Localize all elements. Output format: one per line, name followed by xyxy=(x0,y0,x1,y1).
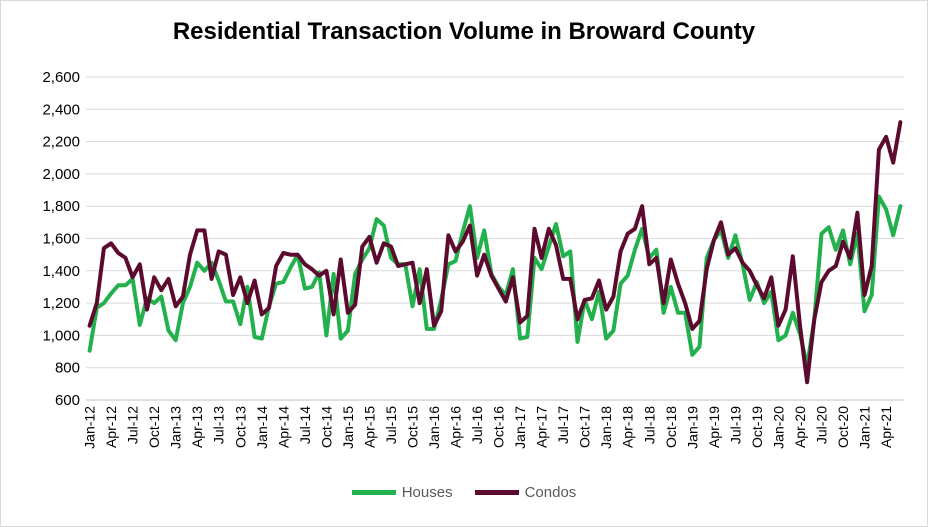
y-tick-label: 1,000 xyxy=(42,327,80,344)
y-tick-label: 800 xyxy=(55,360,80,377)
x-tick-label: Apr-20 xyxy=(792,406,808,448)
x-tick-label: Apr-12 xyxy=(103,406,119,448)
x-tick-label: Jul-20 xyxy=(813,406,829,444)
x-tick-label: Jul-15 xyxy=(383,406,399,444)
x-tick-label: Apr-19 xyxy=(706,406,722,448)
legend-item-condos: Condos xyxy=(474,484,577,501)
x-tick-label: Jan-21 xyxy=(857,406,873,449)
legend-label-houses: Houses xyxy=(401,484,453,501)
x-tick-label: Jan-15 xyxy=(340,406,356,449)
chart-title: Residential Transaction Volume in Browar… xyxy=(172,18,756,45)
x-tick-label: Apr-21 xyxy=(878,406,894,448)
x-tick-label: Oct-13 xyxy=(232,406,248,448)
x-tick-label: Apr-17 xyxy=(534,406,550,448)
x-tick-label: Oct-15 xyxy=(404,406,420,448)
legend-swatch-condos xyxy=(474,490,519,495)
x-tick-label: Jul-19 xyxy=(727,406,743,444)
x-tick-label: Jan-14 xyxy=(254,406,270,449)
x-tick-label: Oct-17 xyxy=(577,406,593,448)
x-tick-label: Jan-16 xyxy=(426,406,442,449)
x-tick-label: Oct-18 xyxy=(663,406,679,448)
legend-label-condos: Condos xyxy=(524,484,577,501)
legend-item-houses: Houses xyxy=(351,484,453,501)
x-tick-label: Jul-14 xyxy=(297,406,313,444)
y-tick-label: 1,200 xyxy=(42,295,80,312)
legend-swatch-houses xyxy=(351,490,396,495)
y-tick-label: 2,000 xyxy=(42,166,80,183)
x-tick-label: Apr-15 xyxy=(361,406,377,448)
chart-legend: Houses Condos xyxy=(0,484,928,501)
x-tick-label: Apr-14 xyxy=(275,406,291,448)
y-tick-label: 1,800 xyxy=(42,198,80,215)
series-line-condos xyxy=(87,120,903,385)
x-tick-label: Oct-16 xyxy=(491,406,507,448)
x-tick-label: Jan-13 xyxy=(168,406,184,449)
x-tick-label: Jul-12 xyxy=(125,406,141,444)
y-tick-label: 2,400 xyxy=(42,101,80,118)
x-tick-label: Jan-18 xyxy=(598,406,614,449)
x-tick-label: Oct-20 xyxy=(835,406,851,448)
x-tick-label: Jul-13 xyxy=(211,406,227,444)
x-tick-label: Oct-19 xyxy=(749,406,765,448)
x-tick-label: Jul-17 xyxy=(555,406,571,444)
x-tick-label: Apr-13 xyxy=(189,406,205,448)
y-tick-label: 2,600 xyxy=(42,69,80,86)
x-tick-label: Jul-16 xyxy=(469,406,485,444)
x-tick-label: Jan-20 xyxy=(770,406,786,449)
x-tick-label: Jan-19 xyxy=(684,406,700,449)
y-tick-label: 1,600 xyxy=(42,231,80,248)
x-tick-label: Jul-18 xyxy=(641,406,657,444)
y-tick-label: 600 xyxy=(55,392,80,409)
x-tick-label: Oct-12 xyxy=(146,406,162,448)
x-tick-label: Apr-16 xyxy=(448,406,464,448)
x-tick-label: Apr-18 xyxy=(620,406,636,448)
x-tick-label: Jan-12 xyxy=(82,406,98,449)
y-tick-label: 2,200 xyxy=(42,134,80,151)
x-tick-label: Jan-17 xyxy=(512,406,528,449)
x-tick-label: Oct-14 xyxy=(318,406,334,448)
y-tick-label: 1,400 xyxy=(42,263,80,280)
